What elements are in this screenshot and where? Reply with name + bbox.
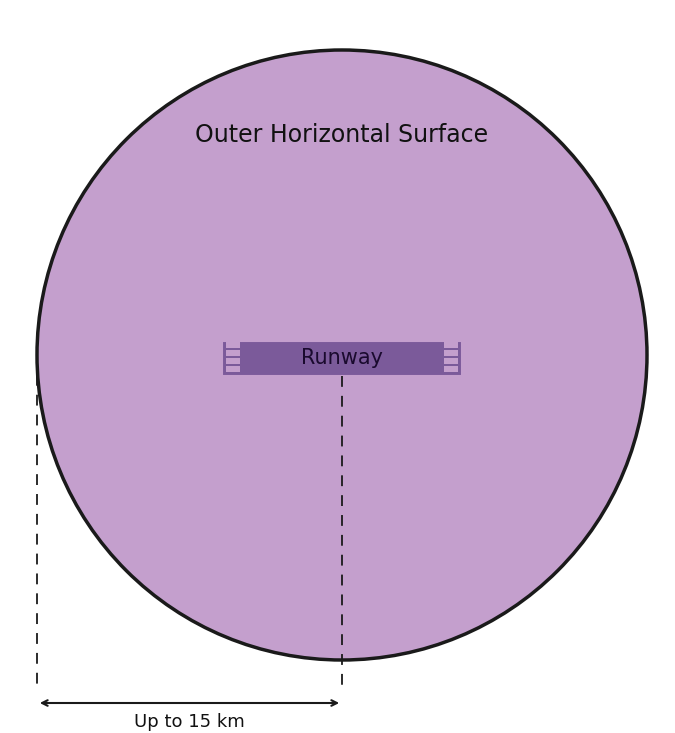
- Bar: [226, 342, 240, 348]
- Bar: [222, 341, 462, 375]
- Bar: [226, 366, 240, 372]
- Bar: [226, 350, 240, 356]
- Bar: [444, 350, 458, 356]
- Text: Runway: Runway: [301, 348, 383, 368]
- Text: Outer Horizontal Surface: Outer Horizontal Surface: [196, 123, 489, 147]
- Bar: [226, 358, 240, 364]
- Text: Up to 15 km: Up to 15 km: [134, 713, 245, 731]
- Bar: [444, 366, 458, 372]
- Circle shape: [37, 50, 647, 660]
- Bar: [444, 342, 458, 348]
- Bar: [444, 358, 458, 364]
